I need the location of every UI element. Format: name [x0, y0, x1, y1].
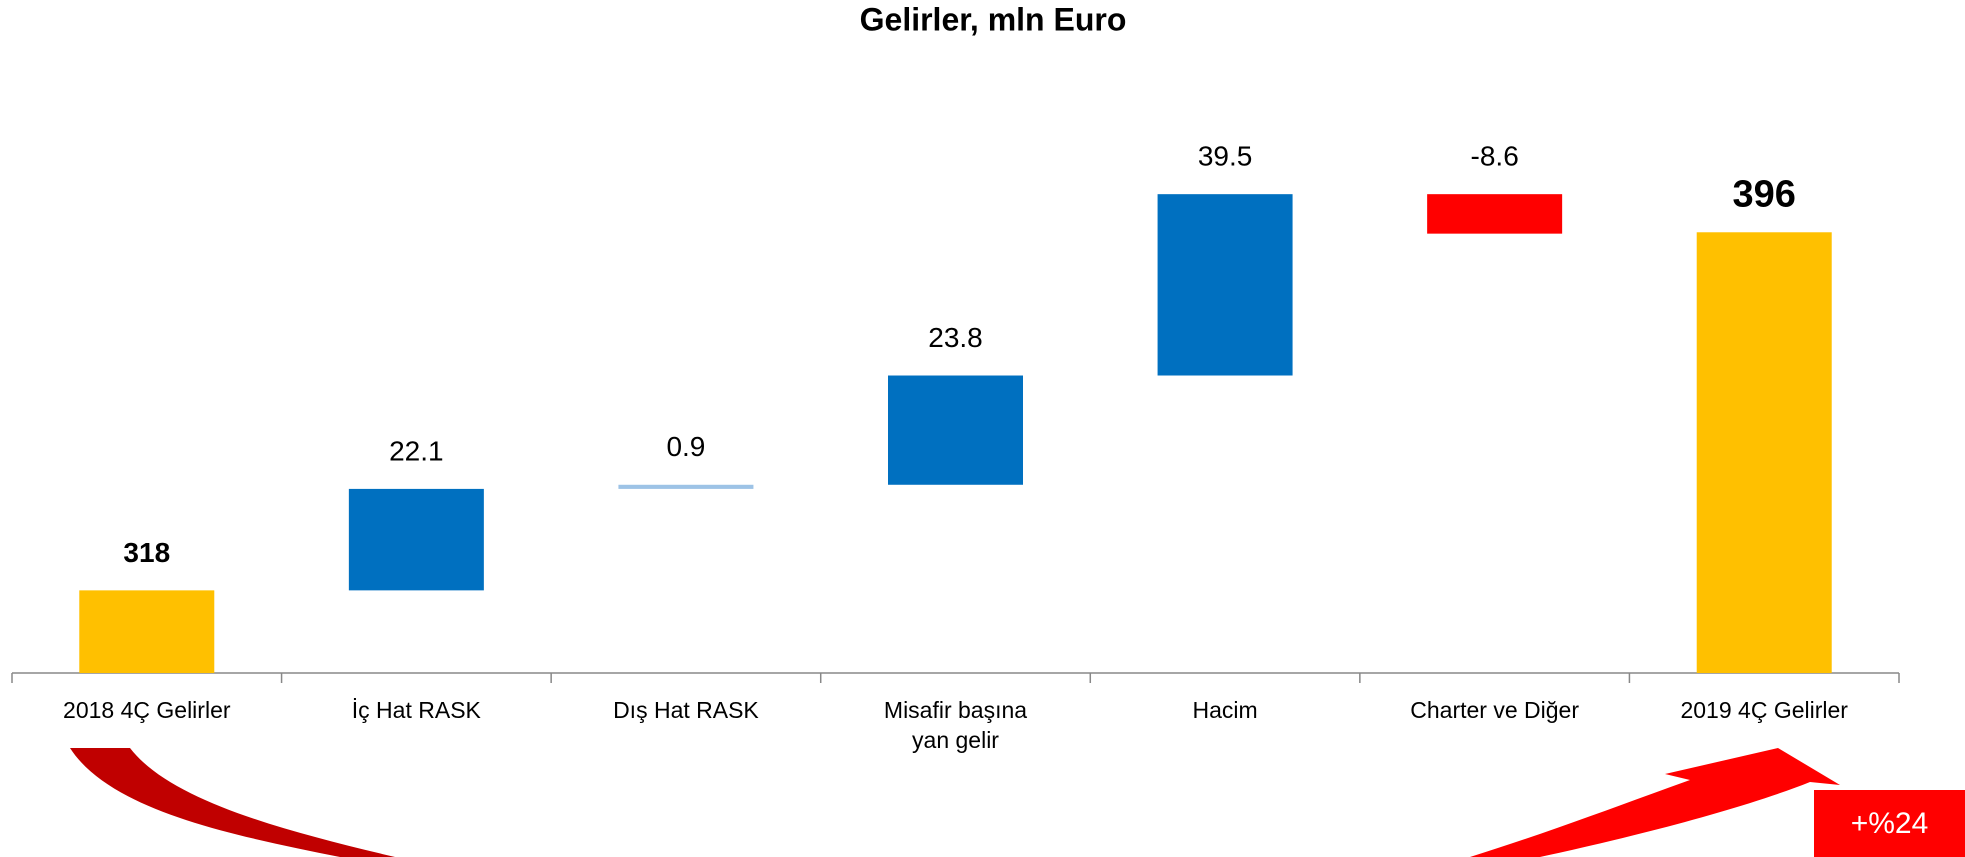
bar — [79, 590, 215, 673]
chart-title: Gelirler, mln Euro — [860, 1, 1127, 37]
x-tick-label: Misafir başına yan gelir — [883, 697, 1028, 753]
bar — [1696, 232, 1832, 674]
x-tick-label: Dış Hat RASK — [613, 697, 759, 723]
arrow-right — [1470, 748, 1840, 857]
value-label: 22.1 — [389, 435, 444, 466]
bar — [888, 375, 1023, 485]
bar — [348, 488, 484, 591]
bar — [1427, 194, 1563, 234]
value-label: 23.8 — [928, 322, 983, 353]
value-label: 0.9 — [666, 431, 705, 462]
x-tick-label: 2018 4Ç Gelirler — [63, 697, 231, 723]
value-label: -8.6 — [1471, 141, 1519, 172]
arrow-left — [70, 748, 395, 857]
x-tick-label: 2019 4Ç Gelirler — [1680, 697, 1848, 723]
bar — [1157, 194, 1293, 376]
x-tick-label: Charter ve Diğer — [1410, 697, 1579, 723]
value-label: 396 — [1733, 173, 1796, 215]
x-tick-label: Hacim — [1192, 697, 1258, 723]
x-tick-label: İç Hat RASK — [351, 697, 481, 723]
value-label: 39.5 — [1198, 141, 1253, 172]
value-label: 318 — [123, 537, 170, 568]
bar — [618, 484, 754, 489]
annotation: +%24 — [1814, 790, 1965, 857]
